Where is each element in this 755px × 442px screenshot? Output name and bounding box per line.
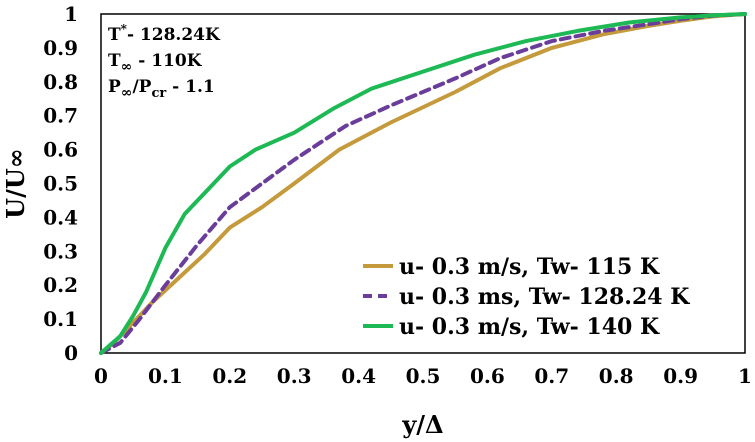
series-line-2 bbox=[99, 12, 747, 355]
x-tick-label: 0.9 bbox=[663, 364, 698, 388]
series-lines bbox=[99, 12, 747, 355]
y-tick-label: 1 bbox=[64, 2, 78, 26]
x-tick-label: 0.1 bbox=[148, 364, 183, 388]
y-axis-label: U/U∞ bbox=[1, 148, 30, 219]
y-tick-label: 0.1 bbox=[43, 307, 78, 331]
y-tick-label: 0.6 bbox=[43, 138, 78, 162]
plot-frame-group bbox=[100, 13, 746, 354]
legend: u- 0.3 m/s, Tw- 115 K u- 0.3 ms, Tw- 128.… bbox=[363, 254, 690, 340]
y-tick-label: 0.9 bbox=[43, 36, 78, 60]
legend-label-2: u- 0.3 ms, Tw- 128.24 K bbox=[399, 284, 690, 310]
y-tick-label: 0.3 bbox=[43, 239, 78, 263]
legend-label-3: u- 0.3 m/s, Tw- 140 K bbox=[399, 314, 660, 340]
y-tick-label: 0.4 bbox=[43, 205, 78, 229]
plot-frame bbox=[100, 13, 746, 354]
annotation-line-2: T∞ - 110K bbox=[108, 51, 203, 75]
x-tick-label: 0.5 bbox=[406, 364, 441, 388]
y-tick-label: 0.8 bbox=[43, 70, 78, 94]
x-tick-label: 0.3 bbox=[277, 364, 312, 388]
x-tick-label: 0.4 bbox=[341, 364, 376, 388]
y-tick-label: 0.5 bbox=[43, 172, 78, 196]
x-tick-label: 0.2 bbox=[212, 364, 247, 388]
parameter-annotation: T*- 128.24K T∞ - 110K P∞/Pcr - 1.1 bbox=[108, 22, 221, 101]
x-tick-label: 1 bbox=[738, 364, 752, 388]
y-tick-label: 0 bbox=[64, 341, 78, 365]
x-tick-label: 0 bbox=[94, 364, 108, 388]
annotation-line-1: T*- 128.24K bbox=[108, 22, 221, 45]
x-axis-label: y/Δ bbox=[401, 410, 443, 439]
x-tick-label: 0.8 bbox=[599, 364, 634, 388]
x-tick-label: 0.6 bbox=[470, 364, 505, 388]
series-line-3 bbox=[99, 12, 747, 355]
x-tick-label: 0.7 bbox=[534, 364, 569, 388]
y-tick-label: 0.7 bbox=[43, 104, 78, 128]
y-tick-label: 0.2 bbox=[43, 273, 78, 297]
annotation-line-3: P∞/Pcr - 1.1 bbox=[108, 77, 215, 101]
legend-label-1: u- 0.3 m/s, Tw- 115 K bbox=[399, 254, 660, 280]
tick-labels: 0 0.1 0.2 0.3 0.4 0.5 0.6 0.7 0.8 0.9 1 0 0.1 0.2 0.3 0… bbox=[43, 2, 752, 388]
